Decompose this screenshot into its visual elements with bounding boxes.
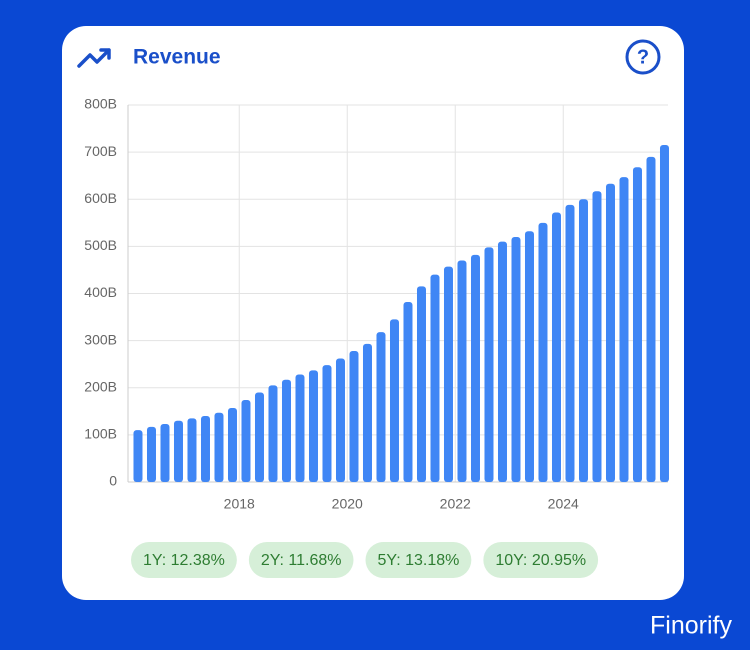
bar (160, 424, 170, 482)
trend-icon (77, 48, 111, 68)
bar (551, 212, 561, 482)
bar (605, 183, 615, 483)
bar (254, 392, 264, 482)
bar (659, 145, 669, 482)
pill-bg (248, 542, 354, 578)
stats: 1Y: 12.38% 2Y: 11.68% 5Y: 13.18% 10Y: 20.95… (131, 542, 599, 578)
pill-bg (365, 542, 472, 578)
stat-label: 10Y: 20.95% (495, 552, 586, 569)
y-tick-label: 0 (109, 473, 117, 489)
bar (497, 241, 507, 482)
bar (484, 247, 494, 482)
stat-pill: 2Y: 11.68% (248, 542, 354, 578)
bar (619, 177, 629, 482)
bar (565, 204, 575, 482)
stat-label: 2Y: 11.68% (261, 552, 342, 569)
bar (389, 319, 399, 482)
y-tick-label: 800B (84, 96, 117, 112)
y-tick-label: 400B (84, 284, 117, 300)
bar (403, 301, 413, 482)
y-tick-label: 700B (84, 143, 117, 159)
bar (268, 385, 278, 482)
x-tick-label: 2020 (332, 496, 363, 512)
bar (349, 350, 359, 482)
plot: 0 100B 200B 300B 400B 500B 600B 700B 800B 2018 202… (84, 96, 669, 512)
bar (335, 358, 345, 482)
y-tick-label: 100B (84, 426, 117, 442)
y-tick-label: 500B (84, 237, 117, 253)
bar (443, 266, 453, 482)
stat-pill: 5Y: 13.18% (365, 542, 472, 578)
help-icon[interactable]: ? (637, 46, 649, 68)
pill-bg (131, 542, 237, 578)
bar (173, 420, 183, 482)
help-button[interactable]: ? (625, 39, 661, 75)
bar (470, 254, 480, 482)
bar (308, 370, 318, 482)
bar (281, 379, 291, 482)
bar (362, 343, 372, 482)
bar (592, 191, 602, 482)
bar (241, 400, 251, 482)
pill-bg (483, 542, 599, 578)
card (62, 26, 684, 600)
bar (416, 286, 426, 482)
x-tick-label: 2018 (224, 496, 255, 512)
stat-pill: 10Y: 20.95% (483, 542, 599, 578)
bar (187, 418, 197, 482)
bar (646, 156, 656, 482)
bar (524, 231, 534, 482)
brand: Finorify (650, 612, 732, 640)
stat-label: 1Y: 12.38% (143, 552, 225, 569)
bar (511, 236, 521, 482)
bar (214, 412, 224, 482)
y-tick-label: 600B (84, 190, 117, 206)
bar (322, 365, 332, 482)
stat-pill: 1Y: 12.38% (131, 542, 237, 578)
bar (295, 374, 305, 482)
bar (538, 222, 548, 482)
y-tick-label: 200B (84, 378, 117, 394)
bar (200, 416, 210, 482)
y-tick-label: 300B (84, 331, 117, 347)
bar (133, 430, 143, 482)
bar (457, 260, 467, 482)
bar (146, 426, 156, 482)
chart-title: Revenue (133, 46, 221, 69)
x-tick-label: 2022 (440, 496, 471, 512)
bar (578, 199, 588, 482)
bar (376, 332, 386, 482)
bar (227, 408, 237, 482)
bar (632, 167, 642, 482)
bar (430, 274, 440, 482)
stat-label: 5Y: 13.18% (378, 552, 460, 569)
x-tick-label: 2024 (548, 496, 579, 512)
help-circle[interactable] (625, 39, 661, 75)
